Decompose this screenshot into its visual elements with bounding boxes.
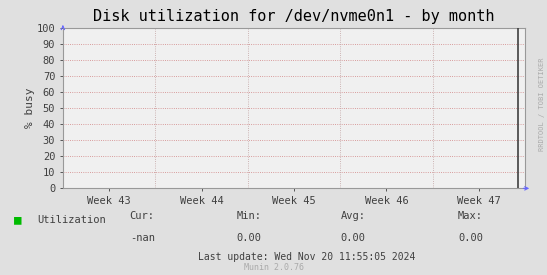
Text: -nan: -nan xyxy=(130,233,155,243)
Text: 0.00: 0.00 xyxy=(340,233,365,243)
Text: ■: ■ xyxy=(14,213,21,227)
Text: Utilization: Utilization xyxy=(37,215,106,225)
Text: Munin 2.0.76: Munin 2.0.76 xyxy=(243,263,304,272)
Text: RRDTOOL / TOBI OETIKER: RRDTOOL / TOBI OETIKER xyxy=(539,58,545,151)
Title: Disk utilization for /dev/nvme0n1 - by month: Disk utilization for /dev/nvme0n1 - by m… xyxy=(93,9,495,24)
Y-axis label: % busy: % busy xyxy=(25,88,35,128)
Text: 0.00: 0.00 xyxy=(236,233,261,243)
Text: Max:: Max: xyxy=(458,211,483,221)
Text: 0.00: 0.00 xyxy=(458,233,483,243)
Text: Last update: Wed Nov 20 11:55:05 2024: Last update: Wed Nov 20 11:55:05 2024 xyxy=(197,252,415,262)
Text: Cur:: Cur: xyxy=(130,211,155,221)
Text: Min:: Min: xyxy=(236,211,261,221)
Text: Avg:: Avg: xyxy=(340,211,365,221)
